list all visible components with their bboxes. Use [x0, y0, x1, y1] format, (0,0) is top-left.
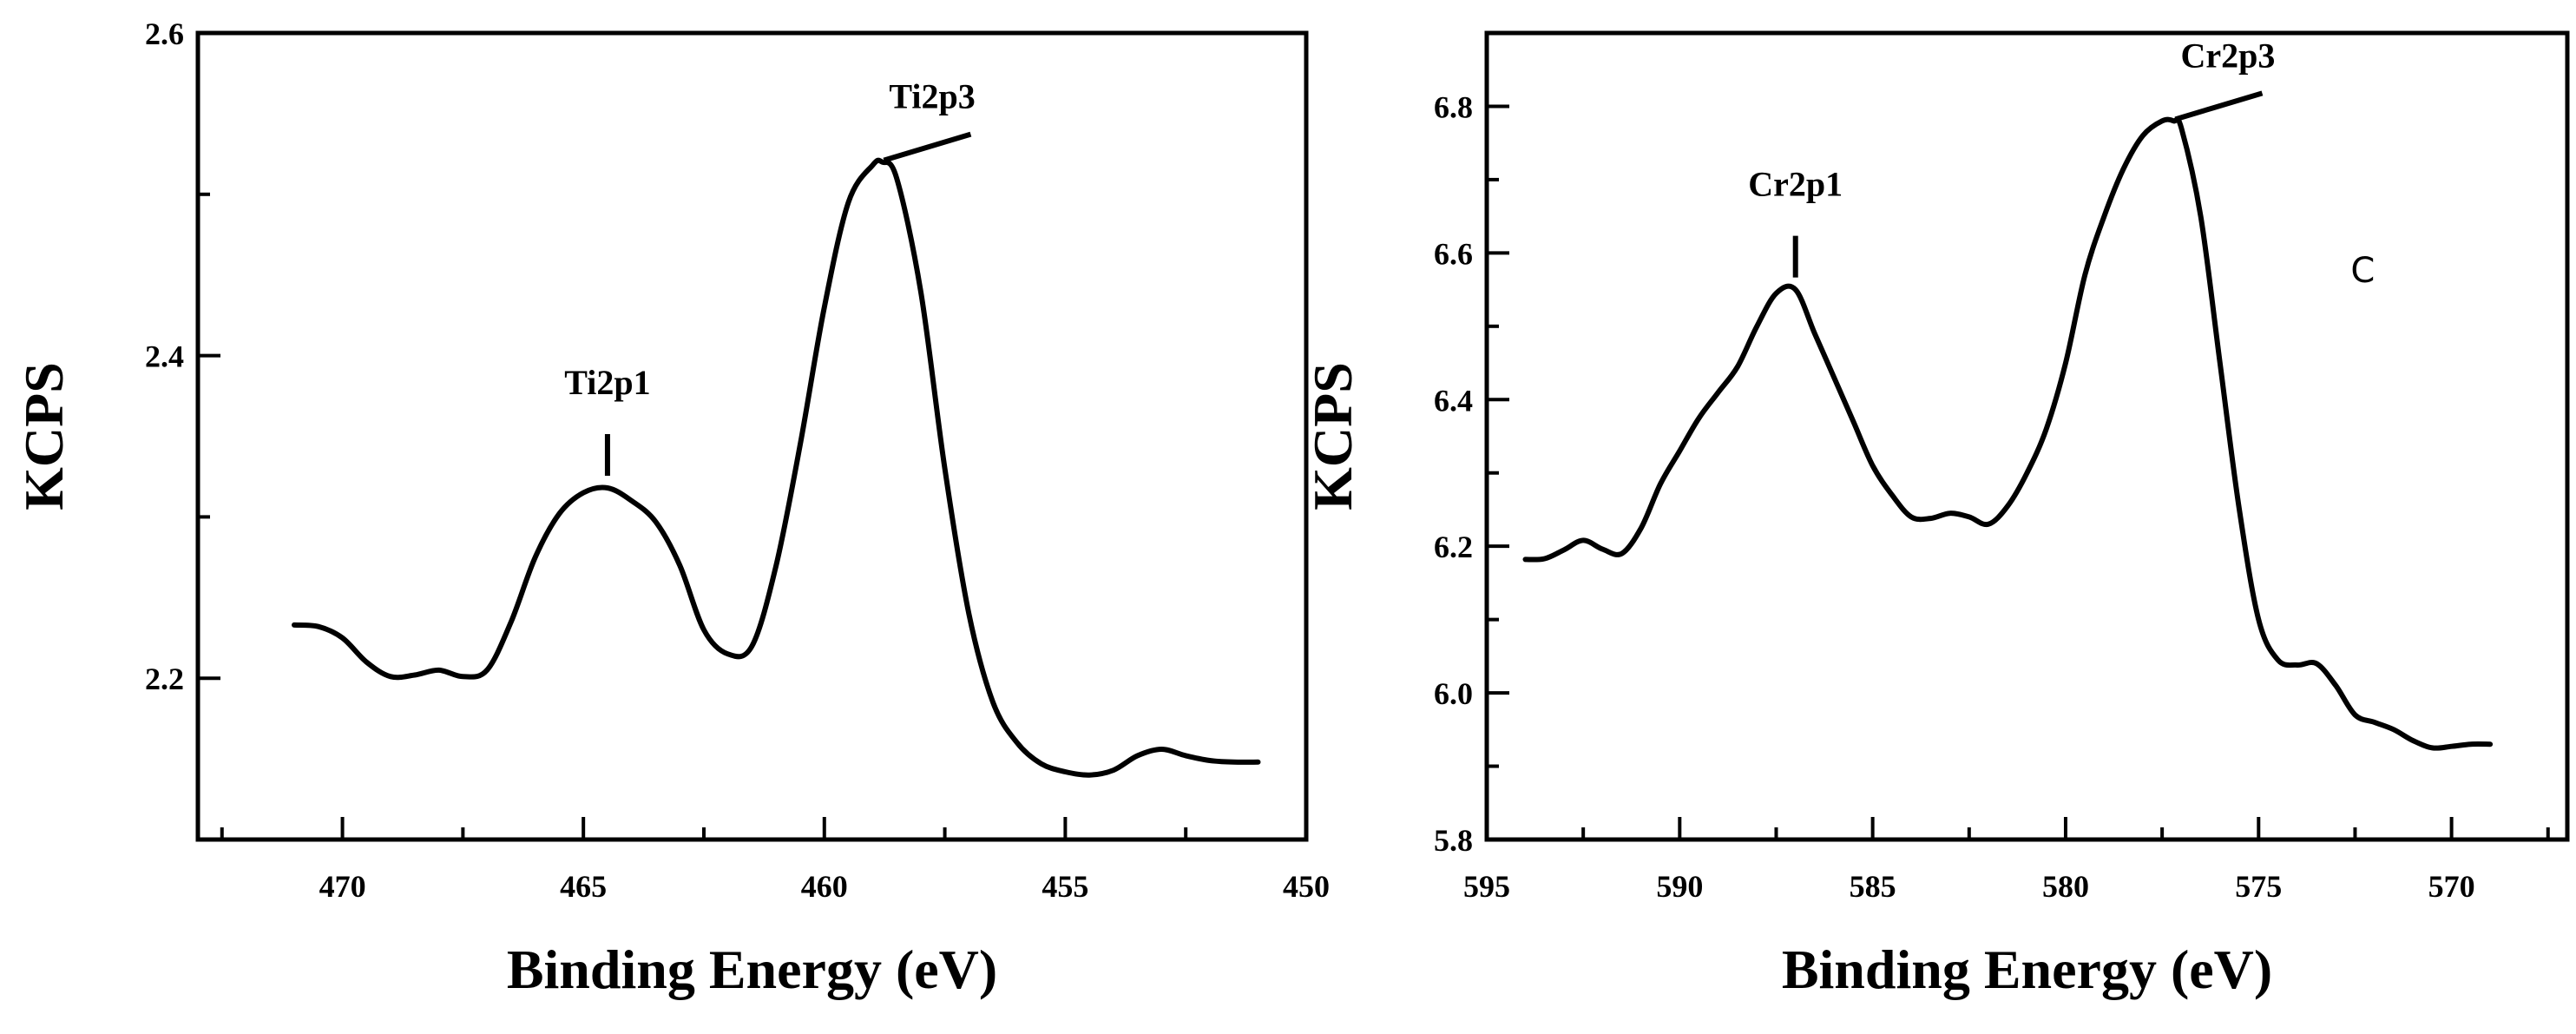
right-panel-x-tick-label: 570	[2428, 869, 2475, 904]
right-panel-panel-letter: C	[2350, 251, 2375, 291]
right-panel-y-tick-label: 5.8	[1434, 823, 1473, 858]
right-panel-x-tick-label: 595	[1463, 869, 1510, 904]
left-panel-x-tick-label: 450	[1283, 869, 1330, 904]
left-panel-y-tick-label: 2.2	[145, 662, 184, 696]
right-panel-y-axis-title: KCPS	[1302, 362, 1364, 510]
right-panel-annotation-cr2p3-leader	[2174, 90, 2264, 122]
left-panel-x-tick-label: 465	[560, 869, 607, 904]
left-panel-y-tick-label: 2.4	[145, 339, 184, 374]
right-panel-y-tick-label: 6.6	[1434, 236, 1473, 271]
right-panel-x-tick-label: 590	[1656, 869, 1703, 904]
right-panel-y-tick-label: 6.0	[1434, 676, 1473, 711]
left-panel-x-tick-label: 470	[319, 869, 366, 904]
left-panel-x-tick-label: 460	[801, 869, 848, 904]
left-panel-frame	[195, 30, 1309, 842]
right-panel-y-tick-label: 6.4	[1434, 383, 1473, 418]
left-panel-annotation-ti2p3-leader	[883, 131, 972, 163]
right-panel-series-line	[1522, 116, 2494, 751]
left-panel-annotation-ti2p3: Ti2p3	[889, 77, 975, 116]
right-panel-annotation-cr2p1: Cr2p1	[1748, 165, 1843, 204]
left-panel-y-axis-title: KCPS	[13, 362, 75, 510]
right-panel-x-tick-label: 575	[2235, 869, 2282, 904]
left-panel-x-tick-label: 455	[1042, 869, 1088, 904]
right-panel-y-tick-label: 6.8	[1434, 89, 1473, 124]
right-panel-x-tick-label: 585	[1850, 869, 1896, 904]
left-panel-annotation-ti2p1: Ti2p1	[564, 363, 650, 402]
left-panel-series-line	[292, 157, 1261, 778]
right-panel-x-axis-title: Binding Energy (eV)	[1782, 939, 2272, 1000]
right-panel-x-tick-label: 580	[2042, 869, 2089, 904]
right-panel-y-tick-label: 6.2	[1434, 530, 1473, 564]
right-panel-annotation-cr2p3: Cr2p3	[2180, 36, 2275, 75]
left-panel-y-tick-label: 2.6	[145, 16, 184, 51]
right-panel-frame	[1484, 30, 2570, 842]
left-panel-x-axis-title: Binding Energy (eV)	[507, 939, 997, 1000]
